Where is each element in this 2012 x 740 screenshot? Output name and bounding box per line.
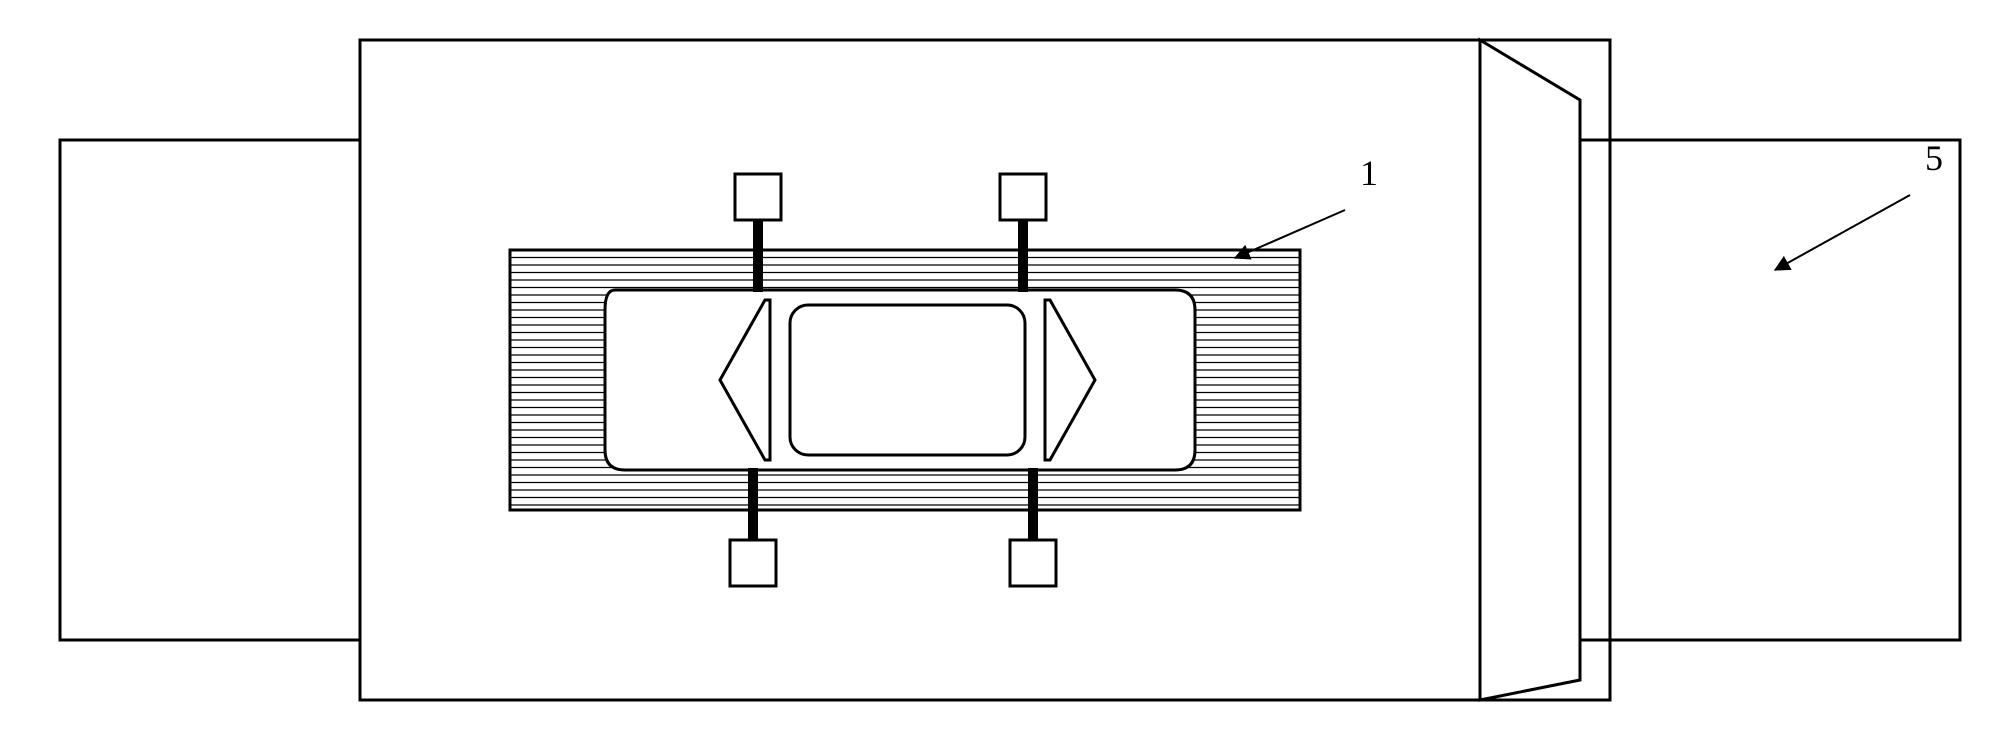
callout-label-5: 5 <box>1925 138 1943 178</box>
callout-arrow-5 <box>1775 195 1910 270</box>
right-chamber <box>1580 140 1960 640</box>
left-chamber <box>60 140 360 640</box>
car <box>605 290 1195 470</box>
callout-label-1: 1 <box>1360 153 1378 193</box>
